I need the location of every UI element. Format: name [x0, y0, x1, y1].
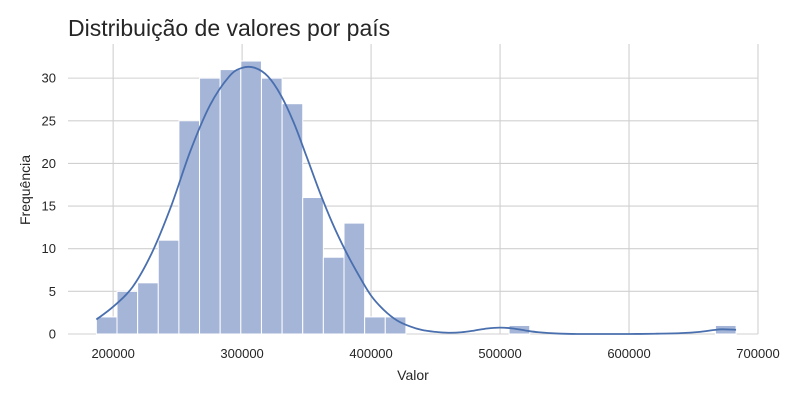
y-tick-label: 5	[49, 284, 56, 299]
histogram-bar	[260, 77, 283, 335]
x-tick-label: 200000	[91, 346, 134, 361]
x-tick-label: 700000	[736, 346, 779, 361]
histogram-bar	[116, 290, 139, 335]
tick-labels: 0 5 10 15 20 25 30 200000 300000 400000 500000 6000…	[42, 71, 780, 361]
x-axis-label: Valor	[397, 367, 429, 383]
y-tick-label: 0	[49, 327, 56, 342]
histogram-bars	[95, 60, 737, 335]
histogram-bar	[322, 256, 345, 335]
histogram-bar	[219, 69, 242, 335]
y-tick-label: 10	[42, 241, 56, 256]
histogram-bar	[157, 239, 180, 335]
y-tick-label: 30	[42, 71, 56, 86]
y-tick-label: 20	[42, 156, 56, 171]
chart-title: Distribuição de valores por país	[68, 15, 390, 41]
y-tick-label: 15	[42, 199, 56, 214]
kde-line	[95, 65, 737, 335]
histogram-bar	[302, 197, 324, 335]
x-tick-label: 500000	[478, 346, 521, 361]
histogram-bar	[240, 60, 262, 335]
x-tick-label: 300000	[220, 346, 263, 361]
histogram-bar	[364, 316, 386, 335]
histogram-bar	[95, 316, 118, 335]
histogram-bar	[137, 282, 159, 335]
x-tick-label: 600000	[607, 346, 650, 361]
histogram-bar	[199, 77, 221, 335]
histogram-bar	[343, 222, 366, 335]
x-tick-label: 400000	[349, 346, 392, 361]
y-axis-label: Frequência	[17, 155, 33, 225]
y-tick-label: 25	[42, 113, 56, 128]
